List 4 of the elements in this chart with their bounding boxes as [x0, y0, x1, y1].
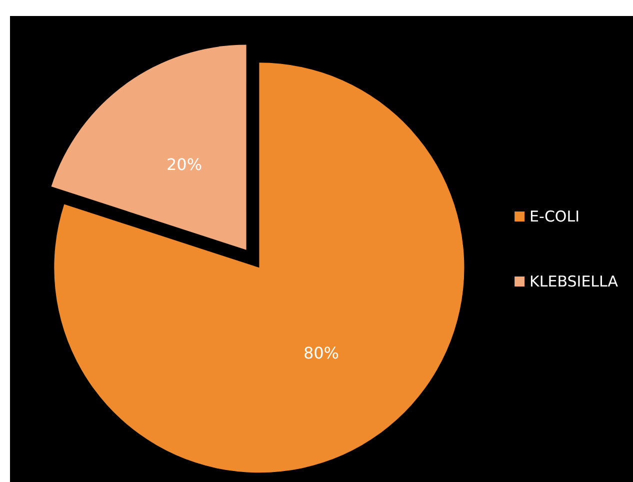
legend-label: E-COLI: [530, 208, 580, 226]
legend-label: KLEBSIELLA: [530, 272, 619, 290]
data-label: 80%: [303, 344, 340, 363]
data-label: 20%: [166, 154, 202, 174]
